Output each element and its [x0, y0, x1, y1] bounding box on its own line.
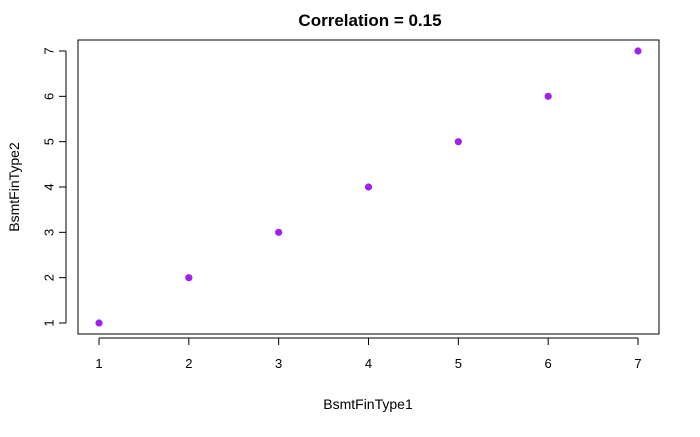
y-tick-label: 7 [41, 47, 56, 54]
x-axis-label: BsmtFinType1 [323, 396, 413, 412]
data-point [454, 138, 462, 146]
x-tick-label: 5 [455, 356, 462, 371]
x-tick-label: 7 [634, 356, 641, 371]
data-point [544, 92, 552, 100]
data-point [95, 319, 103, 327]
x-tick-label: 4 [365, 356, 372, 371]
plot-frame [77, 39, 660, 335]
data-point [275, 228, 283, 236]
y-tick-label: 5 [41, 138, 56, 145]
x-tick-label: 6 [545, 356, 552, 371]
data-points [95, 47, 642, 327]
chart-title: Correlation = 0.15 [298, 11, 441, 30]
data-point [634, 47, 642, 55]
x-axis: 1 2 3 4 5 6 7 [95, 337, 642, 371]
y-axis-label: BsmtFinType2 [6, 142, 22, 232]
x-tick-label: 3 [275, 356, 282, 371]
x-tick-label: 2 [185, 356, 192, 371]
y-tick-label: 3 [41, 229, 56, 236]
y-tick-label: 1 [41, 319, 56, 326]
data-point [185, 274, 193, 282]
data-point [364, 183, 373, 191]
y-axis: 1 2 3 4 5 6 7 [41, 47, 67, 327]
x-tick-label: 1 [95, 356, 102, 371]
y-tick-label: 4 [41, 183, 56, 190]
y-tick-label: 2 [41, 274, 56, 281]
y-tick-label: 6 [41, 93, 56, 100]
